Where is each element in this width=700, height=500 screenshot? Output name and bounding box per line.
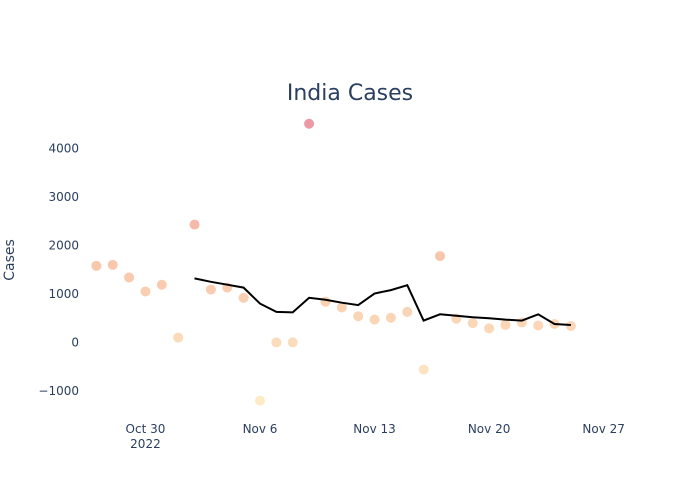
y-axis-ticks: −1000 0 1000 2000 3000 4000	[38, 141, 79, 397]
x-tick-label: Oct 30	[126, 422, 166, 436]
data-point	[369, 314, 380, 325]
x-tick-label: Nov 20	[468, 422, 511, 436]
trend-line	[194, 277, 571, 326]
y-tick-label: 3000	[48, 190, 79, 204]
y-axis-title: Cases	[2, 239, 18, 281]
y-tick-label: 2000	[48, 238, 79, 252]
data-point	[107, 259, 118, 270]
data-point	[189, 219, 200, 230]
scatter-points	[91, 118, 576, 406]
data-point	[385, 312, 396, 323]
data-point	[500, 319, 511, 330]
y-tick-label: 4000	[48, 141, 79, 155]
data-point	[435, 251, 445, 262]
data-point	[140, 286, 151, 297]
x-tick-sublabel: 2022	[130, 437, 161, 451]
data-point	[533, 320, 544, 331]
data-point	[255, 395, 265, 406]
x-tick-label: Nov 13	[353, 422, 396, 436]
data-point	[91, 260, 102, 271]
data-point	[402, 306, 413, 317]
data-point	[124, 272, 135, 283]
trend-line-group	[194, 277, 571, 326]
data-point	[467, 318, 478, 329]
data-point	[565, 320, 576, 331]
y-tick-label: 0	[71, 335, 79, 349]
chart-title: India Cases	[287, 81, 413, 106]
data-point	[271, 337, 282, 348]
data-point	[320, 296, 331, 307]
data-point	[336, 302, 347, 313]
data-point	[304, 118, 315, 129]
y-tick-label: 1000	[48, 287, 79, 301]
x-tick-label: Nov 6	[243, 422, 278, 436]
data-point	[205, 284, 216, 295]
data-point	[353, 311, 364, 322]
y-tick-label: −1000	[38, 384, 79, 398]
x-tick-label: Nov 27	[582, 422, 625, 436]
data-point	[156, 279, 167, 290]
data-point	[287, 337, 298, 348]
data-point	[238, 292, 249, 303]
data-point	[484, 323, 495, 334]
data-point	[173, 332, 184, 343]
data-point	[418, 364, 429, 375]
